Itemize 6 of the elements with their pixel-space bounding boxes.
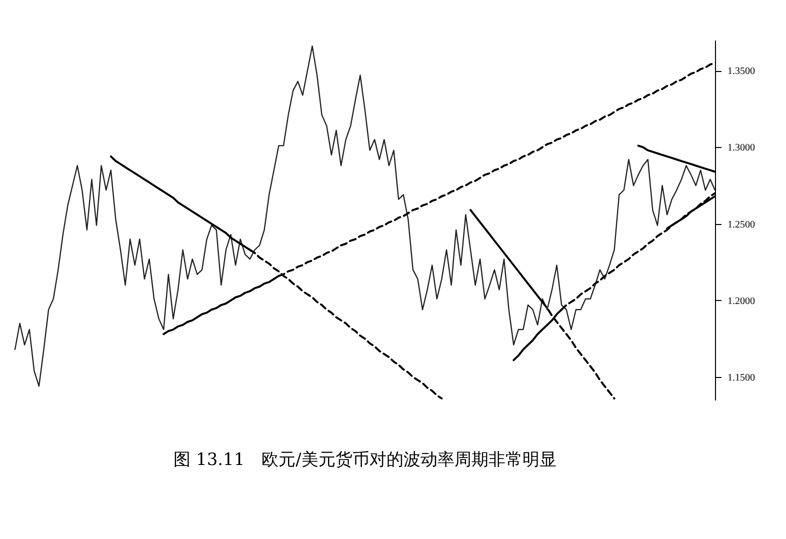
y-tick-label: 1.3500: [728, 66, 755, 78]
y-tick-label: 1.1500: [728, 372, 755, 384]
y-tick-label: 1.3000: [728, 142, 755, 154]
text: 图 13.11 欧元/美元货币对的波动率周期非常明显: [174, 450, 556, 470]
y-tick-label: 1.2500: [728, 219, 755, 230]
y-tick-label: 1.2000: [728, 296, 755, 307]
